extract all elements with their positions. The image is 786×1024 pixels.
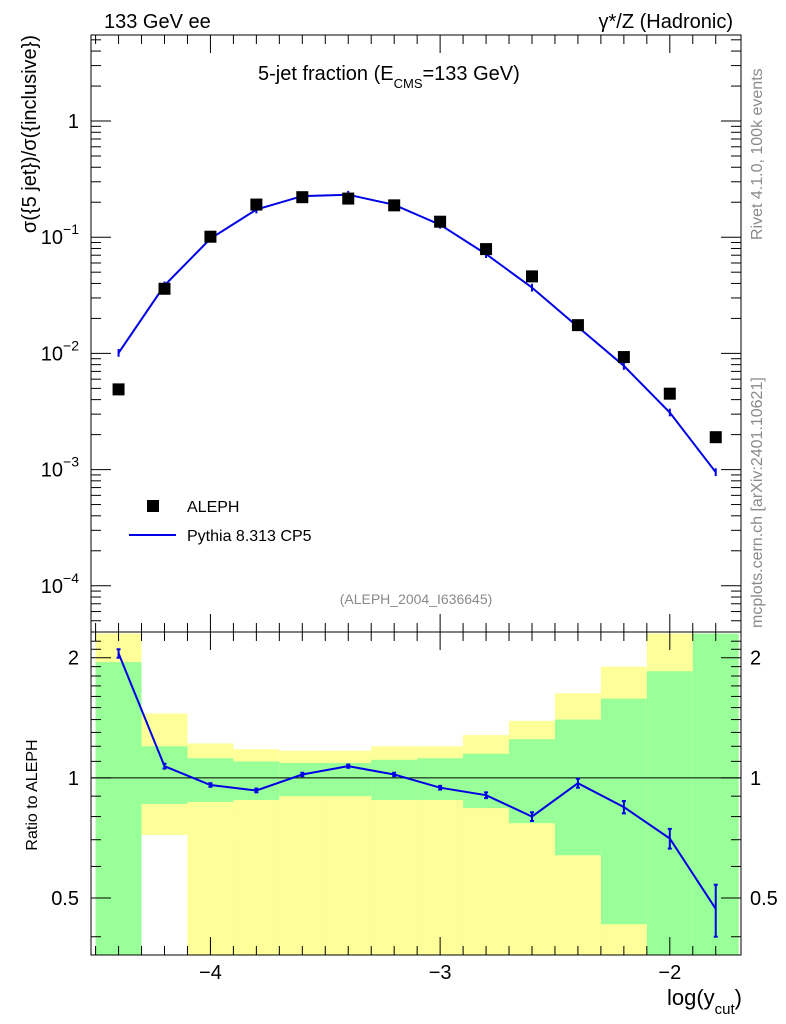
energy-label: 133 GeV ee bbox=[104, 11, 211, 33]
ratio-y-tick-label-left: 1 bbox=[68, 768, 79, 790]
ratio-error-bars bbox=[116, 648, 718, 938]
ratio-band-yellow-lower bbox=[141, 804, 188, 835]
x-axis-label-sub: cut bbox=[715, 1001, 736, 1018]
x-tick-label: −4 bbox=[199, 962, 222, 984]
aleph-data-point bbox=[296, 191, 309, 204]
process-label: γ*/Z (Hadronic) bbox=[599, 11, 733, 33]
main-y-ticks: 10−4 10−3 10−2 10−1 1 bbox=[41, 39, 741, 633]
ratio-mc-line bbox=[117, 653, 717, 910]
x-axis-label: log(ycut) bbox=[667, 985, 742, 1018]
ratio-band-green bbox=[95, 662, 142, 955]
ratio-frame bbox=[90, 631, 742, 956]
main-x-ticks bbox=[95, 35, 717, 632]
ratio-band-gap bbox=[141, 834, 188, 955]
ratio-x-ticks: −4 −3 −2 bbox=[95, 632, 717, 984]
ratio-band-yellow-lower bbox=[371, 800, 418, 955]
ratio-band-yellow-lower bbox=[187, 802, 234, 955]
main-y-tick-label: 10−4 bbox=[41, 570, 79, 598]
mcplots-site-label: mcplots.cern.ch [arXiv:2401.10621] bbox=[749, 377, 766, 628]
main-title-tail: =133 GeV) bbox=[423, 63, 520, 85]
main-y-tick-label: 10−3 bbox=[41, 454, 79, 482]
main-title-text: 5-jet fraction (E bbox=[258, 63, 394, 85]
main-y-tick-label: 10−2 bbox=[41, 337, 79, 365]
rivet-version-label: Rivet 4.1.0, 100k events bbox=[749, 68, 766, 240]
ratio-uncertainty-bands bbox=[95, 633, 739, 955]
aleph-data-point bbox=[480, 243, 493, 256]
x-tick-label: −3 bbox=[429, 962, 452, 984]
ratio-y-tick-label-left: 2 bbox=[68, 648, 79, 670]
mc-main-line bbox=[117, 193, 717, 473]
main-title-sub: CMS bbox=[394, 76, 423, 91]
aleph-data-point bbox=[204, 230, 217, 243]
main-title: 5-jet fraction (ECMS=133 GeV) bbox=[258, 63, 520, 91]
aleph-data-point bbox=[158, 282, 171, 295]
ratio-band-yellow-lower bbox=[325, 796, 372, 955]
data-markers bbox=[112, 191, 722, 444]
ratio-band-yellow-lower bbox=[509, 823, 555, 955]
main-y-label: σ({5 jet})/σ({inclusive}) bbox=[19, 35, 41, 233]
ratio-band-yellow-lower bbox=[417, 800, 464, 955]
aleph-data-point bbox=[434, 215, 447, 228]
aleph-data-point bbox=[112, 383, 125, 396]
legend-data-marker bbox=[147, 500, 159, 512]
legend-data-label: ALEPH bbox=[187, 499, 239, 516]
x-tick-label: −2 bbox=[658, 962, 681, 984]
aleph-data-point bbox=[342, 192, 355, 205]
ratio-y-ticks: 0.5 0.5 1 1 2 2 bbox=[51, 640, 778, 938]
ratio-band-yellow-lower bbox=[554, 855, 601, 955]
aleph-data-point bbox=[663, 387, 676, 400]
aleph-data-point bbox=[571, 319, 584, 332]
aleph-data-point bbox=[525, 270, 538, 283]
ratio-band-green bbox=[646, 671, 693, 955]
ratio-y-tick-label-left: 0.5 bbox=[51, 888, 79, 910]
aleph-data-point bbox=[709, 431, 722, 444]
ratio-y-label: Ratio to ALEPH bbox=[24, 739, 41, 850]
analysis-id: (ALEPH_2004_I636645) bbox=[340, 591, 493, 607]
ratio-panel: 0.5 0.5 1 1 2 2 −4 −3 −2 Ratio to ALEPH log(ycu… bbox=[24, 631, 778, 1018]
aleph-data-point bbox=[388, 199, 401, 212]
ratio-y-tick-label-right: 0.5 bbox=[750, 888, 778, 910]
main-y-tick-label: 1 bbox=[68, 111, 79, 133]
aleph-data-point bbox=[250, 198, 263, 211]
ratio-y-tick-label-right: 2 bbox=[750, 648, 761, 670]
x-axis-label-text: log(y bbox=[667, 985, 715, 1010]
ratio-band-green bbox=[600, 698, 647, 955]
ratio-band-yellow-lower bbox=[279, 796, 326, 955]
legend-mc-label: Pythia 8.313 CP5 bbox=[187, 528, 312, 545]
aleph-data-point bbox=[617, 351, 630, 364]
main-panel: 10−4 10−3 10−2 10−1 1 5-jet fraction (ECMS=1… bbox=[19, 34, 742, 633]
main-y-tick-label: 10−1 bbox=[41, 221, 79, 249]
ratio-band-yellow-lower bbox=[463, 808, 510, 955]
ratio-y-tick-label-right: 1 bbox=[750, 768, 761, 790]
ratio-band-yellow-lower bbox=[233, 800, 280, 955]
x-axis-label-tail: ) bbox=[735, 985, 742, 1010]
